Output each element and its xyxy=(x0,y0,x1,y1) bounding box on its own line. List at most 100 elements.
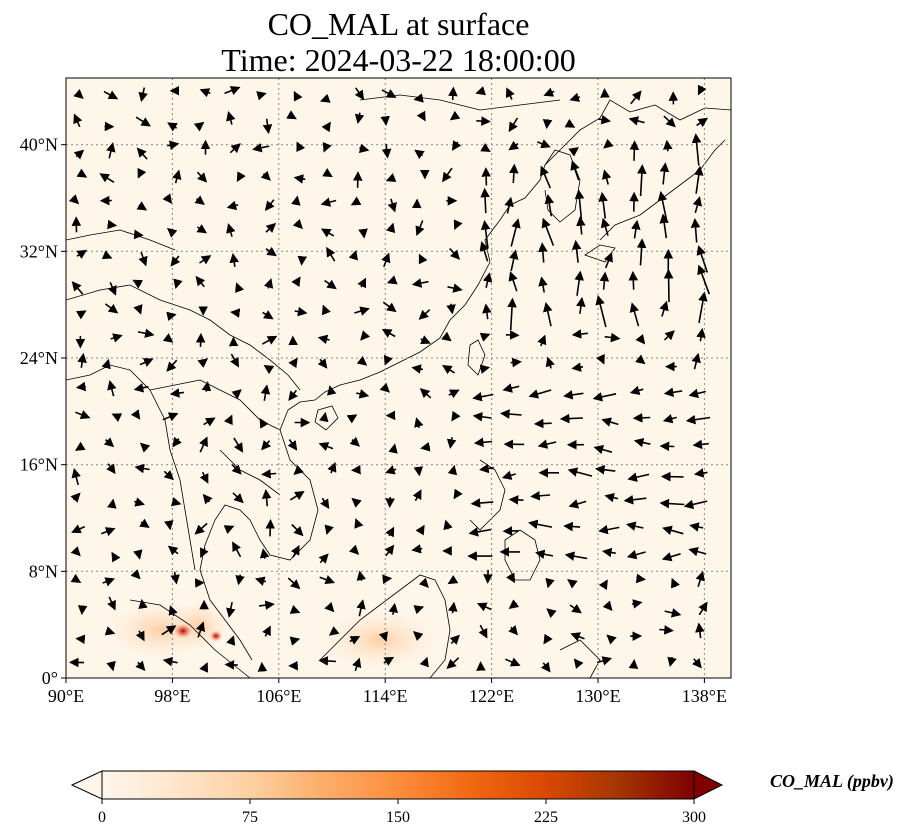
wind-arrow xyxy=(472,412,492,422)
wind-arrow xyxy=(261,469,277,479)
wind-arrow xyxy=(601,169,612,185)
wind-arrow xyxy=(386,222,396,234)
wind-arrow xyxy=(328,626,340,636)
wind-arrow xyxy=(691,352,701,370)
colorbar-max-extend xyxy=(693,770,724,800)
wind-arrow xyxy=(623,494,647,505)
wind-arrow xyxy=(161,625,177,636)
wind-arrow xyxy=(107,596,116,611)
wind-arrow xyxy=(322,141,332,153)
wind-arrow xyxy=(602,600,613,612)
wind-arrow xyxy=(296,141,306,153)
wind-arrow xyxy=(319,93,331,103)
wind-arrow xyxy=(199,662,209,673)
wind-arrow xyxy=(533,418,552,429)
wind-arrow xyxy=(132,279,144,289)
wind-arrow xyxy=(537,139,551,149)
wind-arrow xyxy=(508,599,520,609)
wind-arrow xyxy=(104,626,116,636)
wind-arrow xyxy=(195,621,206,638)
wind-arrow xyxy=(106,142,116,159)
wind-arrow xyxy=(510,218,521,247)
wind-arrow xyxy=(697,264,711,295)
wind-arrow xyxy=(384,544,395,557)
wind-arrow xyxy=(232,541,242,558)
wind-arrow xyxy=(446,657,460,669)
wind-arrow xyxy=(637,164,647,197)
wind-arrow xyxy=(224,660,238,670)
lon-tick-label: 106°E xyxy=(256,686,301,706)
wind-arrow xyxy=(231,464,242,475)
wind-arrow xyxy=(381,144,392,159)
wind-arrow xyxy=(261,489,272,507)
wind-arrow xyxy=(603,138,614,149)
wind-arrow xyxy=(289,490,305,501)
co-concentration-field xyxy=(105,600,440,670)
wind-arrow xyxy=(505,657,521,667)
wind-arrow xyxy=(472,391,494,402)
wind-arrow xyxy=(111,551,121,563)
wind-arrow xyxy=(559,413,583,424)
wind-arrow xyxy=(385,496,395,508)
wind-arrow xyxy=(319,575,335,585)
map-frame xyxy=(65,77,732,679)
wind-arrow xyxy=(292,218,303,230)
wind-arrow xyxy=(77,352,87,368)
wind-arrow xyxy=(73,149,85,160)
wind-arrow xyxy=(351,497,362,508)
wind-arrow xyxy=(629,385,644,396)
wind-arrow xyxy=(289,604,301,614)
wind-arrow xyxy=(468,527,492,537)
wind-arrow xyxy=(70,573,82,583)
wind-arrow xyxy=(380,115,390,126)
co-hotspot xyxy=(173,623,193,639)
wind-arrow xyxy=(508,495,524,505)
wind-arrow xyxy=(601,417,619,427)
wind-arrow xyxy=(576,296,586,314)
wind-arrow xyxy=(326,246,336,262)
wind-arrow xyxy=(356,389,370,399)
wind-arrow xyxy=(318,553,329,564)
wind-arrow xyxy=(170,497,182,507)
lon-tick-label: 98°E xyxy=(154,686,190,706)
wind-arrow xyxy=(70,546,81,557)
wind-arrow xyxy=(233,437,244,453)
wind-arrow xyxy=(356,570,367,581)
wind-arrow xyxy=(629,302,640,327)
wind-arrow xyxy=(567,467,593,477)
wind-arrow xyxy=(135,630,145,642)
wind-arrow xyxy=(694,165,704,194)
wind-arrow xyxy=(199,88,211,98)
wind-arrow xyxy=(259,548,270,559)
lon-tick-label: 114°E xyxy=(363,686,408,706)
wind-arrow xyxy=(659,213,669,239)
wind-arrow xyxy=(111,413,123,423)
wind-arrow xyxy=(545,577,555,589)
wind-arrow xyxy=(224,86,241,96)
wind-arrow xyxy=(688,388,706,399)
wind-arrow xyxy=(505,330,520,340)
wind-arrow xyxy=(688,546,707,557)
wind-arrow xyxy=(441,331,452,342)
wind-arrow xyxy=(294,306,308,317)
wind-arrow xyxy=(77,605,88,616)
wind-arrow xyxy=(166,311,177,322)
wind-arrow xyxy=(626,521,644,531)
wind-arrow xyxy=(166,359,178,372)
wind-arrow xyxy=(416,110,426,122)
wind-arrow xyxy=(327,462,337,474)
wind-arrow xyxy=(103,437,115,448)
wind-arrow xyxy=(628,270,639,290)
wind-arrow xyxy=(451,410,461,422)
wind-arrow xyxy=(570,160,580,181)
wind-arrow xyxy=(293,174,306,184)
colorbar-min-extend xyxy=(70,770,103,800)
wind-arrow xyxy=(226,601,236,618)
wind-arrow xyxy=(543,633,553,645)
wind-arrow xyxy=(262,625,271,637)
colorbar-title: CO_MAL (ppbv) xyxy=(770,771,894,792)
wind-arrow xyxy=(500,409,522,419)
wind-arrow xyxy=(350,196,362,206)
wind-arrow xyxy=(101,250,113,260)
